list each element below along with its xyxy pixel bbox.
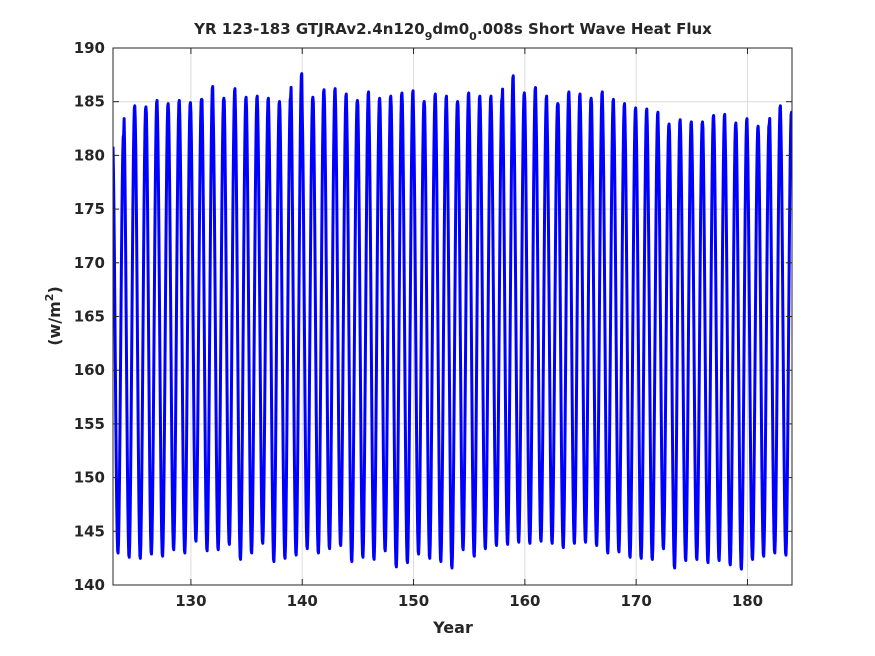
series-line-shortwave-heat-flux (113, 72, 792, 571)
y-tick-label-150: 150 (74, 469, 105, 487)
y-tick-label-170: 170 (74, 254, 105, 272)
x-axis-label: Year (432, 618, 473, 637)
x-tick-label-150: 150 (398, 592, 429, 610)
chart-title-sub1: 9 (425, 30, 433, 43)
y-tick-label-155: 155 (74, 415, 105, 433)
y-tick-label-180: 180 (74, 146, 105, 164)
y-tick-label-190: 190 (74, 39, 105, 57)
y-axis-label-sup: 2 (43, 294, 56, 302)
x-tick-label-160: 160 (509, 592, 540, 610)
y-tick-label-165: 165 (74, 308, 105, 326)
x-axis-ticks: 130 140 150 160 170 180 (175, 48, 763, 610)
x-tick-label-180: 180 (732, 592, 763, 610)
x-tick-label-140: 140 (287, 592, 318, 610)
x-tick-label-130: 130 (175, 592, 206, 610)
chart-title-mid: dm0 (432, 20, 469, 38)
y-axis-ticks: 140 145 150 155 160 165 170 175 180 185 190 (74, 39, 792, 594)
x-tick-label-170: 170 (621, 592, 652, 610)
y-axis-label-prefix: (w/m (45, 301, 64, 346)
y-tick-label-175: 175 (74, 200, 105, 218)
y-tick-label-160: 160 (74, 361, 105, 379)
y-tick-label-185: 185 (74, 93, 105, 111)
plot-area: 130 140 150 160 170 180 140 145 150 155 160 165 170… (74, 39, 793, 610)
chart-title-suffix: .008s Short Wave Heat Flux (477, 20, 712, 38)
series-group (113, 72, 792, 571)
y-tick-label-145: 145 (74, 522, 105, 540)
chart-title: YR 123-183 GTJRAv2.4n1209dm00.008s Short… (193, 20, 712, 43)
chart-title-sub2: 0 (469, 30, 477, 43)
y-axis-label: (w/m2) (43, 286, 64, 346)
y-axis-label-suffix: ) (45, 286, 64, 293)
y-tick-label-140: 140 (74, 576, 105, 594)
chart-title-prefix: YR 123-183 GTJRAv2.4n120 (193, 20, 425, 38)
